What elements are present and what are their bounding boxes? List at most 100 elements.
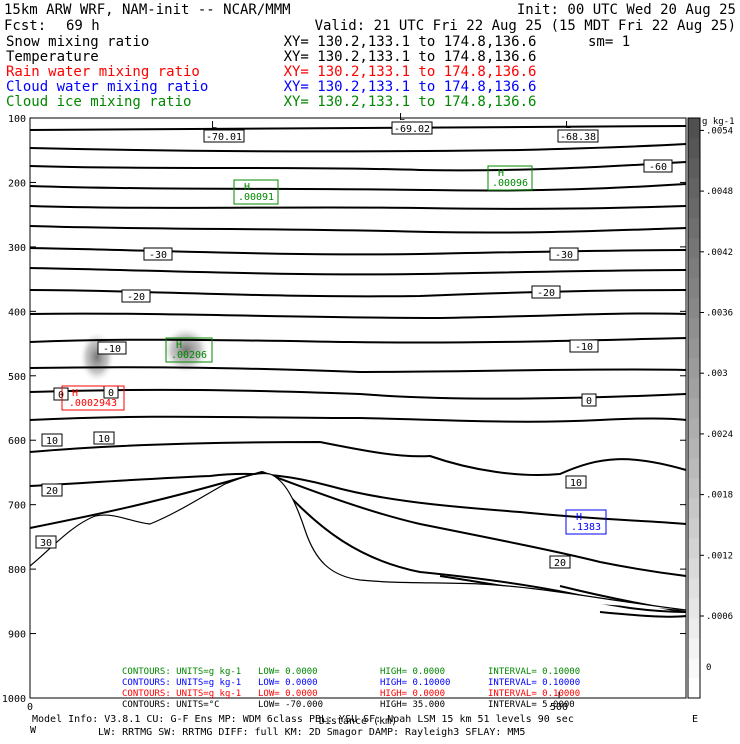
colorbar-tick-label: .0006 xyxy=(706,612,733,622)
snow-shading-west xyxy=(79,331,115,383)
field-xy: XY= 130.2,133.1 to 174.8,136.6 xyxy=(284,34,537,50)
colorbar-swatch xyxy=(688,318,700,339)
temperature-label-text: 0 xyxy=(108,388,114,399)
pressure-tick-label: 700 xyxy=(8,501,26,512)
temperature-contour xyxy=(29,472,687,525)
maximum-value: .0002943 xyxy=(69,398,117,409)
temperature-label-text: -60 xyxy=(649,162,667,173)
temperature-contour xyxy=(29,415,687,423)
colorbar-swatch xyxy=(688,378,700,399)
colorbar-tick-label: .0012 xyxy=(706,551,733,561)
temperature-label-box xyxy=(557,129,599,143)
maximum-letter: H xyxy=(72,388,78,399)
temperature-label-box xyxy=(391,121,433,135)
colorbar-swatch xyxy=(688,178,700,199)
colorbar-tick-label: .0048 xyxy=(706,187,733,197)
temperature-label-text: 20 xyxy=(46,486,58,497)
legend-label: CONTOURS: UNITS=g kg-1 xyxy=(122,667,241,677)
maximum-value: .1383 xyxy=(571,522,601,533)
colorbar-swatch xyxy=(688,198,700,219)
field-xy: XY= 130.2,133.1 to 174.8,136.6 xyxy=(284,49,537,65)
forecast-hour: 69 h xyxy=(66,18,100,34)
colorbar-swatch xyxy=(688,358,700,379)
pressure-tick-label: 200 xyxy=(8,178,26,189)
temperature-label-box xyxy=(41,433,63,447)
colorbar-swatch xyxy=(688,498,700,519)
pressure-tick-label: 300 xyxy=(8,243,26,254)
legend-label: CONTOURS: UNITS=g kg-1 xyxy=(122,678,241,688)
distance-axis: 0 500 Distance (km) xyxy=(27,692,568,727)
field-name: Cloud water mixing ratio xyxy=(6,79,208,95)
maximum-box xyxy=(565,509,607,535)
colorbar-swatch xyxy=(688,118,700,139)
colorbar-swatch xyxy=(688,678,700,699)
temperature-contour xyxy=(29,225,687,234)
maximum-marker: H.1383 xyxy=(565,509,607,535)
colorbar-swatch xyxy=(688,418,700,439)
maximum-value: .00206 xyxy=(171,350,207,361)
temperature-label: 10 xyxy=(565,475,587,489)
temperature-label-text: -10 xyxy=(575,342,593,353)
pressure-tick-label: 600 xyxy=(8,436,26,447)
temperature-label-text: -70.01 xyxy=(206,132,242,143)
temperature-contour xyxy=(279,485,601,601)
temperature-label-text: 0 xyxy=(586,396,592,407)
colorbar-swatch xyxy=(688,218,700,239)
temperature-contour xyxy=(599,611,687,618)
temperature-contour xyxy=(29,183,687,192)
temperature-label-text: -20 xyxy=(537,288,555,299)
colorbar-swatch xyxy=(688,658,700,679)
colorbar-swatch xyxy=(688,278,700,299)
temperature-label-box xyxy=(565,475,587,489)
maximum-marker: H.00206 xyxy=(165,337,213,363)
field-xy: XY= 130.2,133.1 to 174.8,136.6 xyxy=(284,94,537,110)
colorbar-swatch xyxy=(688,638,700,659)
legend-low: LOW= 0.0000 xyxy=(258,678,318,688)
temperature-label-box xyxy=(97,341,127,355)
temperature-label-box xyxy=(549,555,571,569)
legend-label: CONTOURS: UNITS=g kg-1 xyxy=(122,689,241,699)
temperature-label: -30 xyxy=(143,247,173,261)
legend-interval: INTERVAL= 5.0000 xyxy=(488,700,575,710)
temperature-label-box xyxy=(531,285,561,299)
maximum-letter: H xyxy=(244,182,250,193)
colorbar-swatch xyxy=(688,538,700,559)
pressure-tick-label: 400 xyxy=(8,307,26,318)
legend-interval: INTERVAL= 0.10000 xyxy=(488,689,580,699)
maximum-box xyxy=(233,179,279,205)
field-list: Snow mixing ratio XY= 130.2,133.1 to 174.… xyxy=(6,34,536,110)
plot-frame xyxy=(29,117,687,699)
legend-label: CONTOURS: UNITS=°C xyxy=(122,700,220,710)
temperature-label-box xyxy=(643,159,673,173)
temperature-label-text: 10 xyxy=(98,434,110,445)
maximum-marker: H.00096 xyxy=(487,165,533,191)
contour-legend-row: CONTOURS: UNITS=g kg-1 LOW= 0.0000 HIGH= 0… xyxy=(122,678,580,688)
temperature-label: -70.01L xyxy=(203,120,245,143)
west-marker: W xyxy=(30,725,37,736)
pressure-tick-label: 800 xyxy=(8,565,26,576)
colorbar-frame xyxy=(687,117,701,699)
temperature-label-text: -30 xyxy=(555,250,573,261)
colorbar-unit: g kg-1 xyxy=(702,117,735,127)
contour-labels: -70.01L -69.02L-68.38L-60-30 -30-20 -20-10-… xyxy=(35,112,673,569)
model-info-line2: LW: RRTMG SW: RRTMG DIFF: full KM: 2D Sm… xyxy=(98,727,525,738)
contour-legend-row: CONTOURS: UNITS=g kg-1 LOW= 0.0000 HIGH= 0… xyxy=(122,667,580,677)
temperature-label-text: -30 xyxy=(149,250,167,261)
temperature-contour xyxy=(29,247,687,256)
model-title: 15km ARW WRF, NAM-init -- NCAR/MMM xyxy=(4,2,291,18)
maximum-box xyxy=(165,337,213,363)
distance-tick-label: 500 xyxy=(550,702,568,713)
colorbar-swatch xyxy=(688,298,700,319)
colorbar-swatch xyxy=(688,558,700,579)
temperature-label: -10 xyxy=(569,339,599,353)
legend-low: LOW= -70.000 xyxy=(258,700,323,710)
temperature-label-text: 10 xyxy=(570,478,582,489)
maximum-letter: H xyxy=(498,168,504,179)
temperature-contour xyxy=(29,125,687,131)
legend-high: HIGH= 0.10000 xyxy=(380,678,450,688)
temperature-label: 10 xyxy=(93,431,115,445)
maximum-marker: H.00091 xyxy=(233,179,279,205)
east-marker: E xyxy=(692,714,698,725)
